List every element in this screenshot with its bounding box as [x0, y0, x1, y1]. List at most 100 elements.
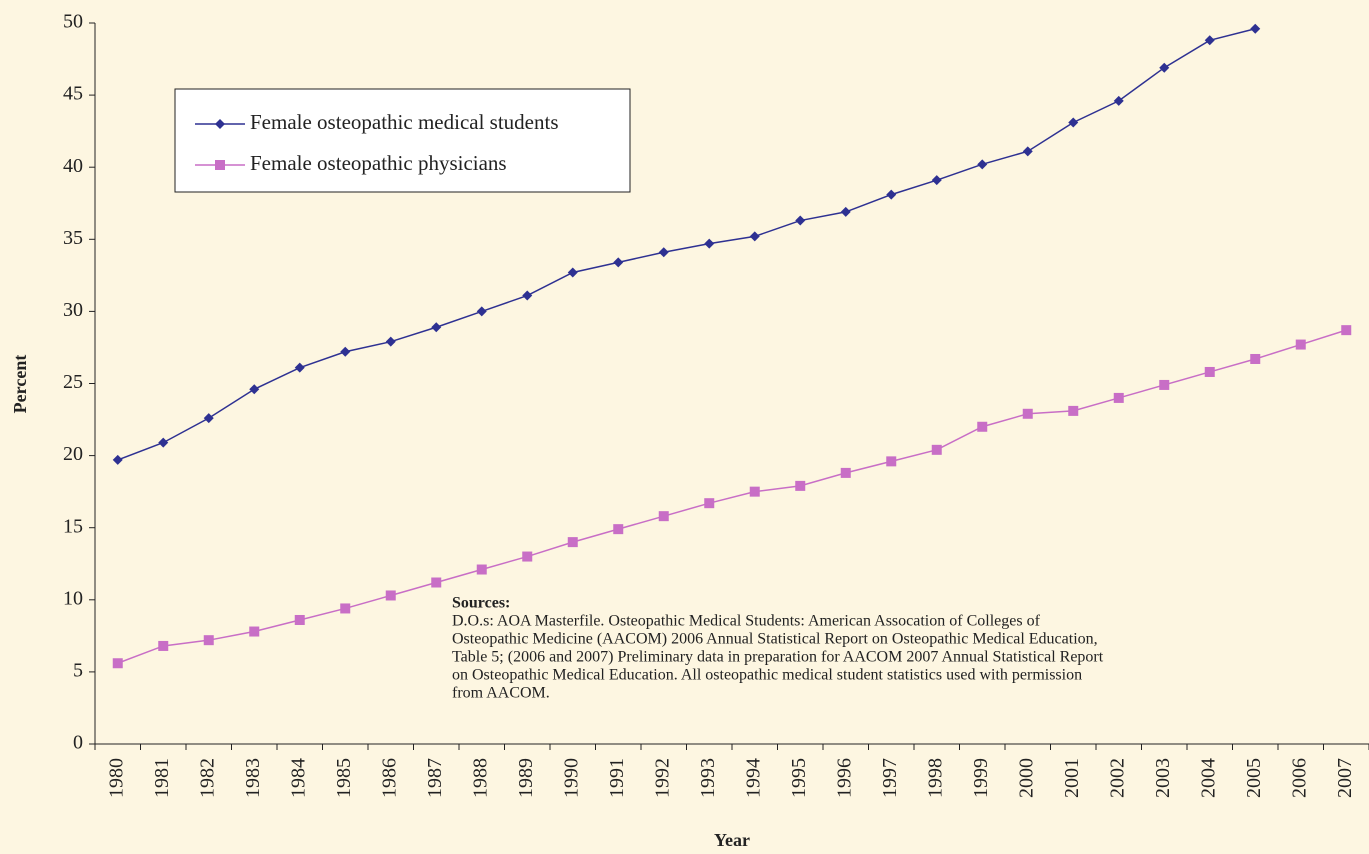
data-point — [112, 658, 123, 669]
data-point — [613, 524, 624, 535]
data-point — [977, 421, 988, 432]
x-tick-label: 1981 — [151, 758, 173, 798]
legend-marker — [215, 160, 225, 170]
data-point — [1204, 35, 1215, 46]
y-tick-label: 50 — [63, 11, 83, 33]
x-tick-label: 1990 — [560, 758, 582, 798]
y-axis-label: Percent — [10, 355, 30, 414]
data-point — [476, 306, 487, 317]
data-point — [749, 231, 760, 242]
data-point — [931, 175, 942, 186]
x-tick-label: 1985 — [333, 758, 355, 798]
x-tick-label: 1997 — [879, 758, 901, 798]
series-line — [117, 329, 1347, 664]
data-point — [613, 257, 624, 268]
y-tick-label: 20 — [63, 443, 83, 465]
data-point — [522, 551, 533, 562]
legend-label: Female osteopathic medical students — [250, 110, 559, 134]
data-point — [1068, 117, 1079, 128]
x-tick-label: 2006 — [1288, 758, 1310, 798]
x-axis-label: Year — [714, 830, 750, 850]
data-point — [1159, 62, 1170, 73]
y-tick-label: 45 — [63, 83, 83, 105]
x-tick-label: 1982 — [196, 758, 218, 798]
x-tick-label: 1991 — [606, 758, 628, 798]
y-tick-label: 15 — [63, 515, 83, 537]
y-tick-label: 35 — [63, 227, 83, 249]
data-point — [795, 215, 806, 226]
legend: Female osteopathic medical students Femal… — [174, 88, 631, 193]
data-point — [112, 454, 123, 465]
data-point — [294, 614, 305, 625]
data-point — [476, 564, 487, 575]
data-point — [658, 511, 669, 522]
y-tick-label: 30 — [63, 299, 83, 321]
x-tick-label: 1992 — [651, 758, 673, 798]
data-point — [340, 346, 351, 357]
x-tick-label: 1984 — [287, 758, 309, 798]
data-point — [1113, 392, 1124, 403]
y-tick-label: 10 — [63, 587, 83, 609]
y-tick-label: 40 — [63, 155, 83, 177]
data-point — [249, 626, 260, 637]
legend-marker — [215, 119, 225, 129]
sources-note: Sources:D.O.s: AOA Masterfile. Osteopath… — [452, 595, 1104, 702]
data-point — [1022, 146, 1033, 157]
data-point — [840, 206, 851, 217]
data-point — [1022, 408, 1033, 419]
sources-line: D.O.s: AOA Masterfile. Osteopathic Medic… — [452, 613, 1041, 630]
data-point — [567, 537, 578, 548]
y-tick-label: 5 — [73, 659, 83, 681]
data-point — [567, 267, 578, 278]
x-tick-label: 2000 — [1015, 758, 1037, 798]
data-point — [704, 498, 715, 509]
x-tick-label: 2001 — [1061, 758, 1083, 798]
x-tick-label: 2003 — [1152, 758, 1174, 798]
x-tick-label: 1995 — [788, 758, 810, 798]
data-point — [1250, 23, 1261, 34]
data-point — [1159, 379, 1170, 390]
series-line — [117, 28, 1256, 461]
sources-line: Osteopathic Medicine (AACOM) 2006 Annual… — [452, 631, 1098, 648]
sources-title: Sources: — [452, 595, 510, 612]
data-point — [749, 486, 760, 497]
x-tick-label: 1980 — [105, 758, 127, 798]
legend-label: Female osteopathic physicians — [250, 151, 507, 175]
data-point — [1204, 366, 1215, 377]
x-tick-label: 1994 — [742, 758, 764, 798]
data-point — [522, 290, 533, 301]
data-point — [385, 336, 396, 347]
x-tick-label: 2004 — [1197, 758, 1219, 798]
data-point — [203, 413, 214, 424]
sources-line: Table 5; (2006 and 2007) Preliminary dat… — [452, 649, 1104, 666]
data-point — [886, 456, 897, 467]
x-tick-label: 2002 — [1106, 758, 1128, 798]
data-point — [158, 640, 169, 651]
data-point — [931, 444, 942, 455]
data-point — [704, 238, 715, 249]
sources-line: from AACOM. — [452, 685, 550, 702]
data-point — [340, 603, 351, 614]
data-point — [1068, 405, 1079, 416]
x-tick-label: 1983 — [242, 758, 264, 798]
data-point — [203, 635, 214, 646]
legend-box — [174, 88, 631, 193]
data-point — [1250, 353, 1261, 364]
data-point — [1113, 95, 1124, 106]
data-point — [1295, 339, 1306, 350]
data-point — [795, 480, 806, 491]
x-tick-label: 1993 — [697, 758, 719, 798]
data-point — [249, 384, 260, 395]
y-tick-label: 0 — [73, 732, 83, 754]
x-tick-label: 1989 — [515, 758, 537, 798]
x-tick-label: 1988 — [469, 758, 491, 798]
data-point — [1341, 325, 1352, 336]
x-tick-label: 2007 — [1334, 758, 1356, 798]
x-tick-label: 1996 — [833, 758, 855, 798]
data-point — [431, 577, 442, 588]
x-tick-label: 2005 — [1243, 758, 1265, 798]
x-tick-label: 1987 — [424, 758, 446, 798]
x-tick-label: 1998 — [924, 758, 946, 798]
data-point — [886, 189, 897, 200]
data-point — [658, 247, 669, 258]
